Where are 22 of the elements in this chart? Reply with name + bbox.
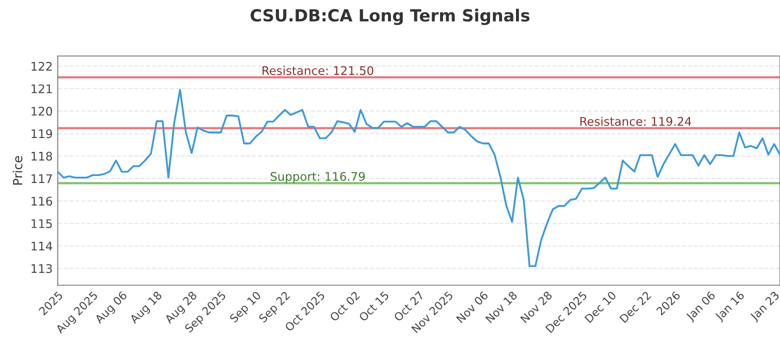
line-series <box>58 88 780 268</box>
chart-title: CSU.DB:CA Long Term Signals <box>250 8 530 26</box>
x-tick-label: Jan 23 <box>749 290 780 323</box>
x-tick-label: Oct 02 <box>329 291 360 322</box>
y-tick-label: 119 <box>32 129 52 138</box>
x-tick-label: Oct 15 <box>358 290 390 322</box>
ref-line-label: Support: 116.79 <box>270 172 365 184</box>
y-axis-title: Price <box>12 156 22 185</box>
y-tick-label: 115 <box>32 219 52 228</box>
ref-line-label: Resistance: 119.24 <box>580 116 692 126</box>
y-tick-label: 121 <box>32 84 52 94</box>
y-tick-label: 114 <box>32 242 52 250</box>
x-tick-label: Nov 28 <box>520 290 553 324</box>
y-tick-label: 120 <box>32 106 52 116</box>
y-tick-label: 113 <box>32 264 52 274</box>
x-tick-label: Jan 16 <box>714 290 746 323</box>
x-tick-label: Dec 22 <box>619 291 652 324</box>
y-tick-label: 116 <box>32 196 52 206</box>
y-tick-label: 118 <box>32 152 52 161</box>
ref-line-label: Resistance: 121.50 <box>262 66 374 76</box>
y-tick-label: 117 <box>32 174 52 183</box>
y-tick-label: 122 <box>32 62 52 71</box>
